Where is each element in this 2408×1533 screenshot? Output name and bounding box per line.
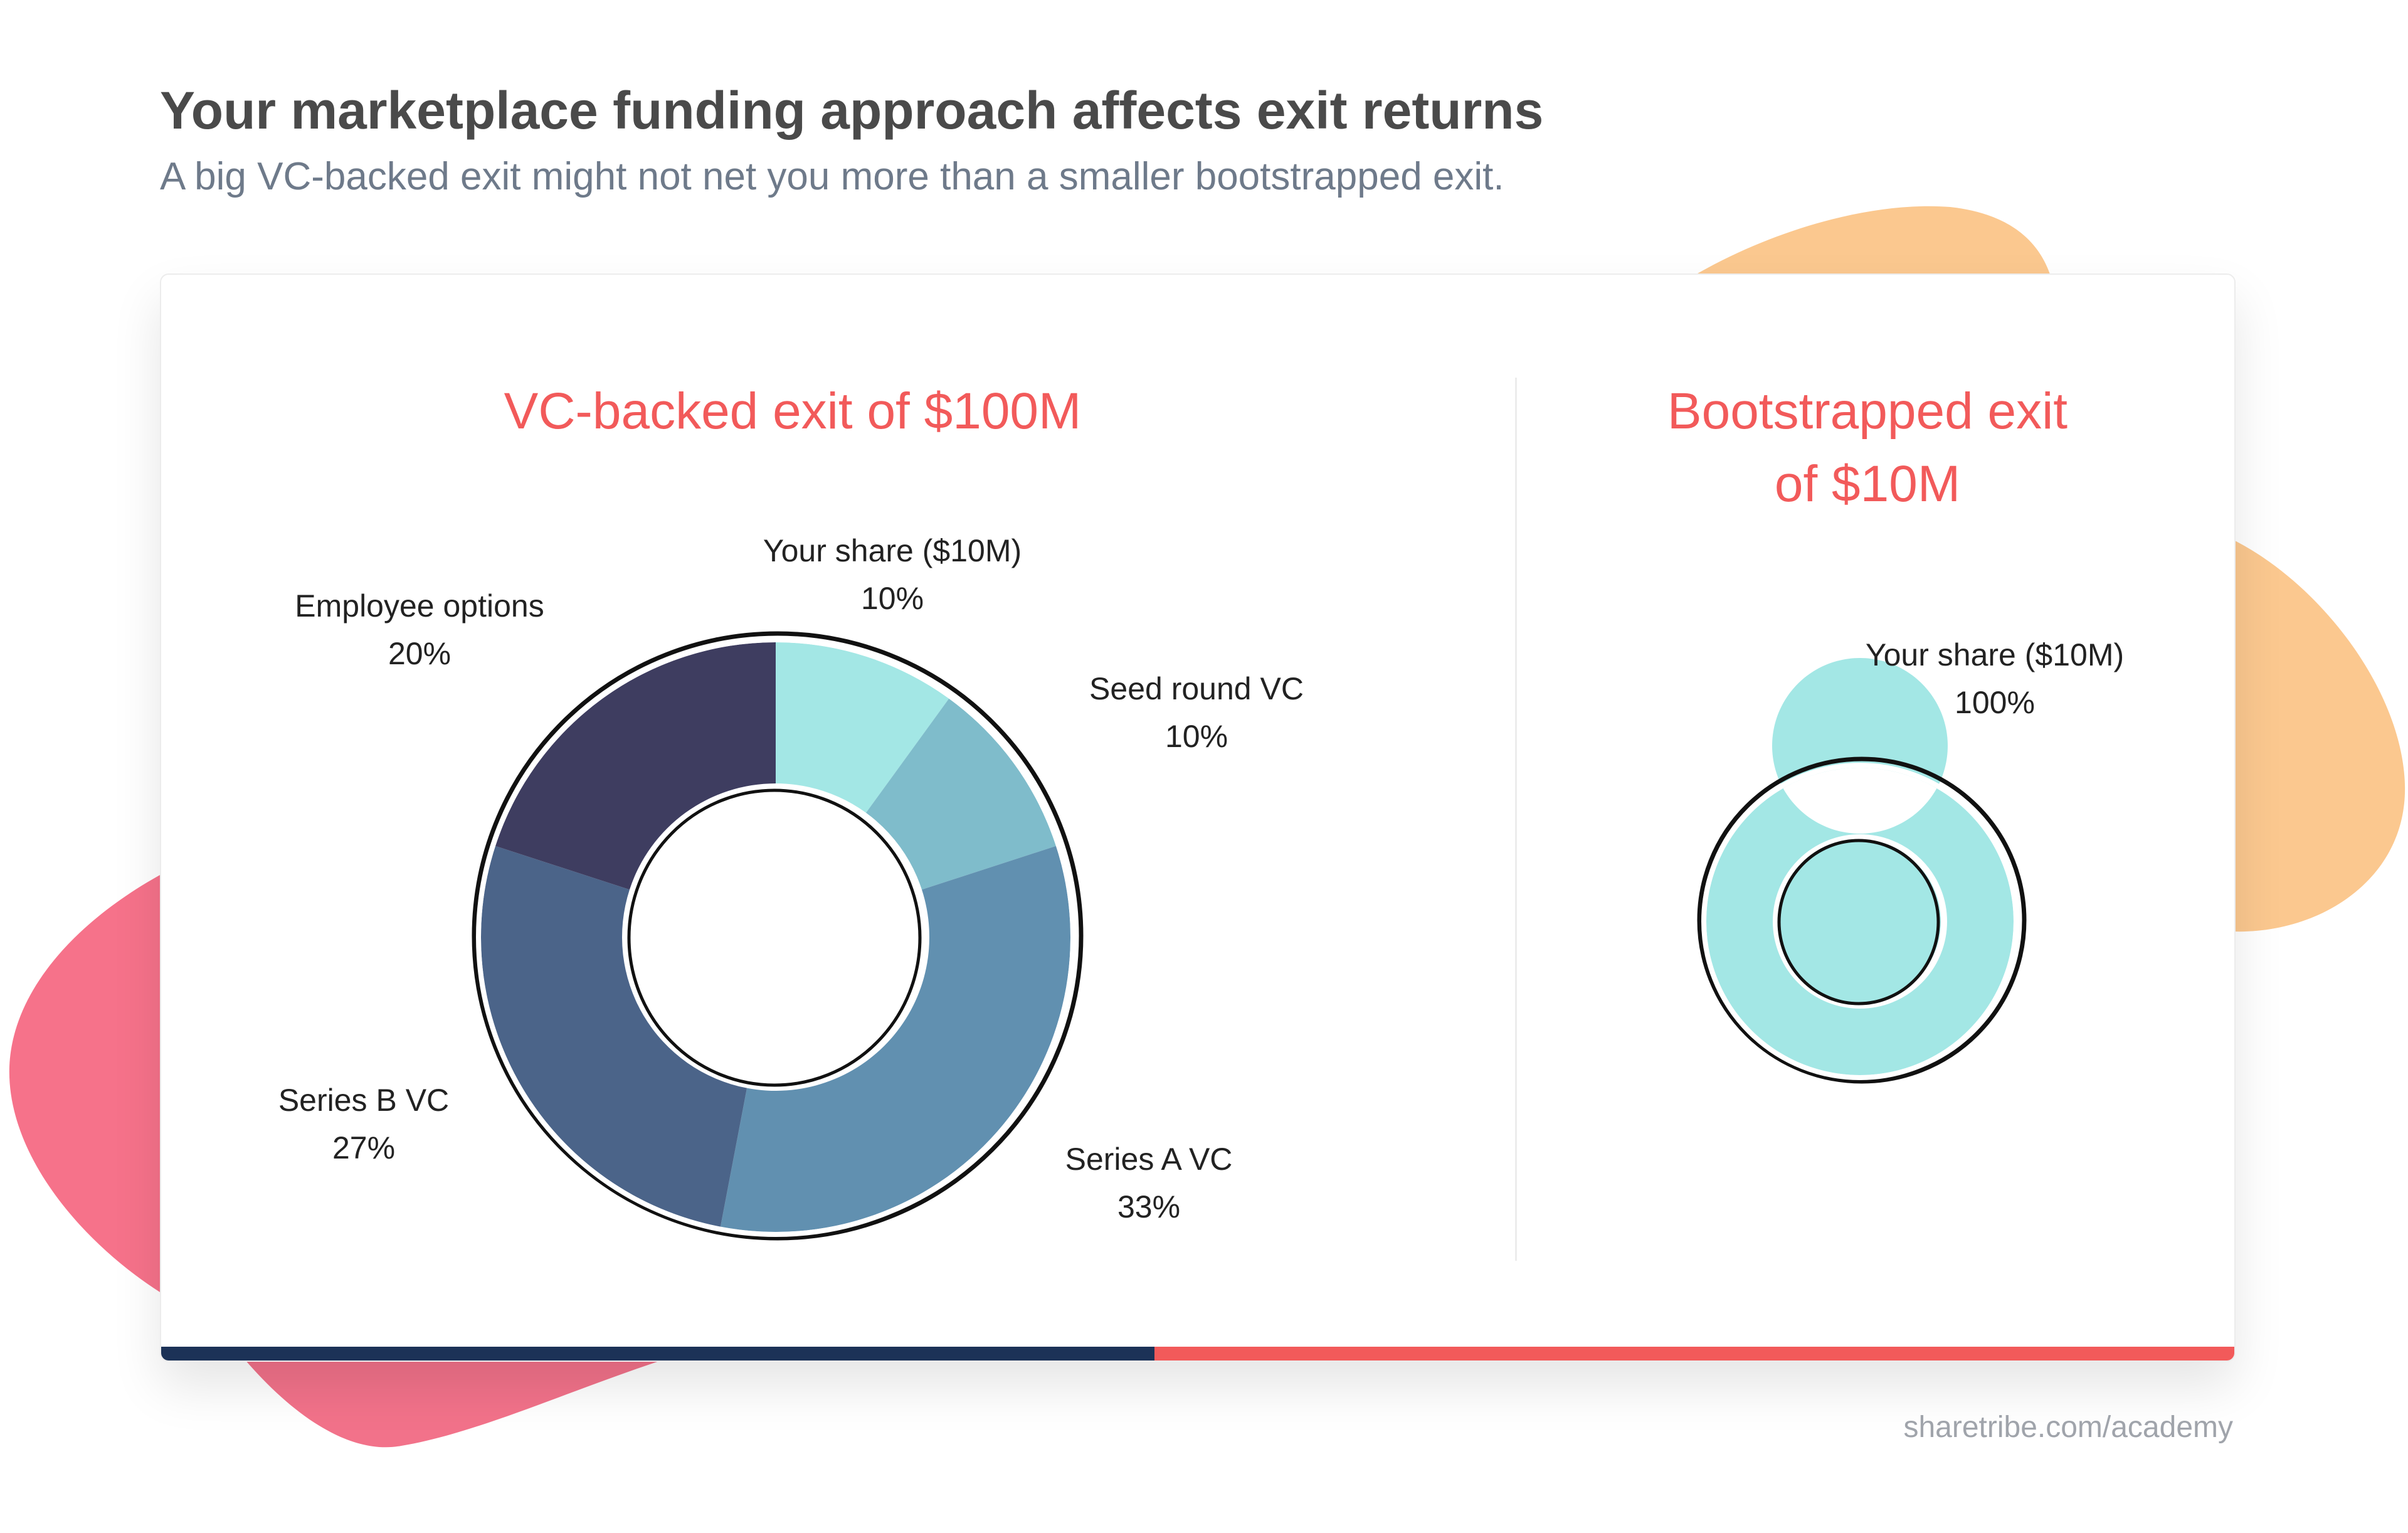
- label-name: Seed round VC: [1089, 671, 1304, 706]
- inner-gap: [623, 784, 929, 1090]
- vc-donut: [472, 631, 1084, 1241]
- label-your-share: Your share ($10M) 10%: [763, 527, 1022, 622]
- divider: [1515, 378, 1517, 1261]
- bootstrapped-donut: [1697, 658, 2027, 1084]
- page-subtitle: A big VC-backed exit might not net you m…: [160, 155, 1504, 198]
- label-value: 100%: [1955, 685, 2035, 720]
- label-name: Series A VC: [1065, 1142, 1233, 1177]
- outer-outline: [1697, 756, 2027, 1084]
- label-name: Series B VC: [278, 1083, 450, 1118]
- label-value: 33%: [1117, 1189, 1181, 1224]
- label-name: Employee options: [295, 588, 544, 623]
- donut-slice: [1706, 658, 2014, 1075]
- donut-slice: [495, 642, 776, 890]
- label-value: 20%: [388, 636, 452, 671]
- bootstrapped-chart-title-line2: of $10M: [1774, 455, 1961, 512]
- inner-outline: [1777, 839, 1940, 1005]
- accent-bar-navy: [161, 1347, 1154, 1361]
- donut-slice: [720, 846, 1071, 1232]
- label-value: 10%: [1164, 719, 1228, 754]
- orange-blob-right: [2232, 539, 2405, 932]
- inner-outline: [627, 788, 922, 1087]
- bootstrapped-chart-title-line1: Bootstrapped exit: [1667, 383, 2068, 440]
- label-name: Your share ($10M): [1865, 637, 2125, 672]
- pink-blob-left: [9, 875, 160, 1292]
- label-seed-round: Seed round VC 10%: [1089, 665, 1304, 760]
- orange-blob-top: [1693, 206, 2051, 276]
- page-title: Your marketplace funding approach affect…: [160, 81, 1544, 140]
- label-employee-options: Employee options 20%: [295, 582, 544, 677]
- label-bootstrapped-your-share: Your share ($10M) 100%: [1866, 631, 2124, 726]
- label-series-b: Series B VC 27%: [278, 1076, 449, 1172]
- source-link[interactable]: sharetribe.com/academy: [1903, 1411, 2233, 1444]
- outer-gap: [476, 637, 1075, 1237]
- donut-slice: [776, 642, 949, 813]
- outer-outline: [472, 631, 1084, 1241]
- label-name: Your share ($10M): [763, 533, 1022, 568]
- donut-slice: [481, 846, 747, 1227]
- label-value: 10%: [860, 581, 924, 616]
- inner-gap: [1773, 834, 1947, 1009]
- accent-bar-red: [1154, 1347, 2234, 1361]
- outer-gap: [1701, 763, 2019, 1080]
- label-value: 27%: [332, 1130, 396, 1165]
- label-series-a: Series A VC 33%: [1065, 1135, 1233, 1231]
- donut-slice: [866, 698, 1056, 890]
- vc-chart-title: VC-backed exit of $100M: [504, 383, 1082, 440]
- pink-blob-bottom: [245, 1359, 665, 1448]
